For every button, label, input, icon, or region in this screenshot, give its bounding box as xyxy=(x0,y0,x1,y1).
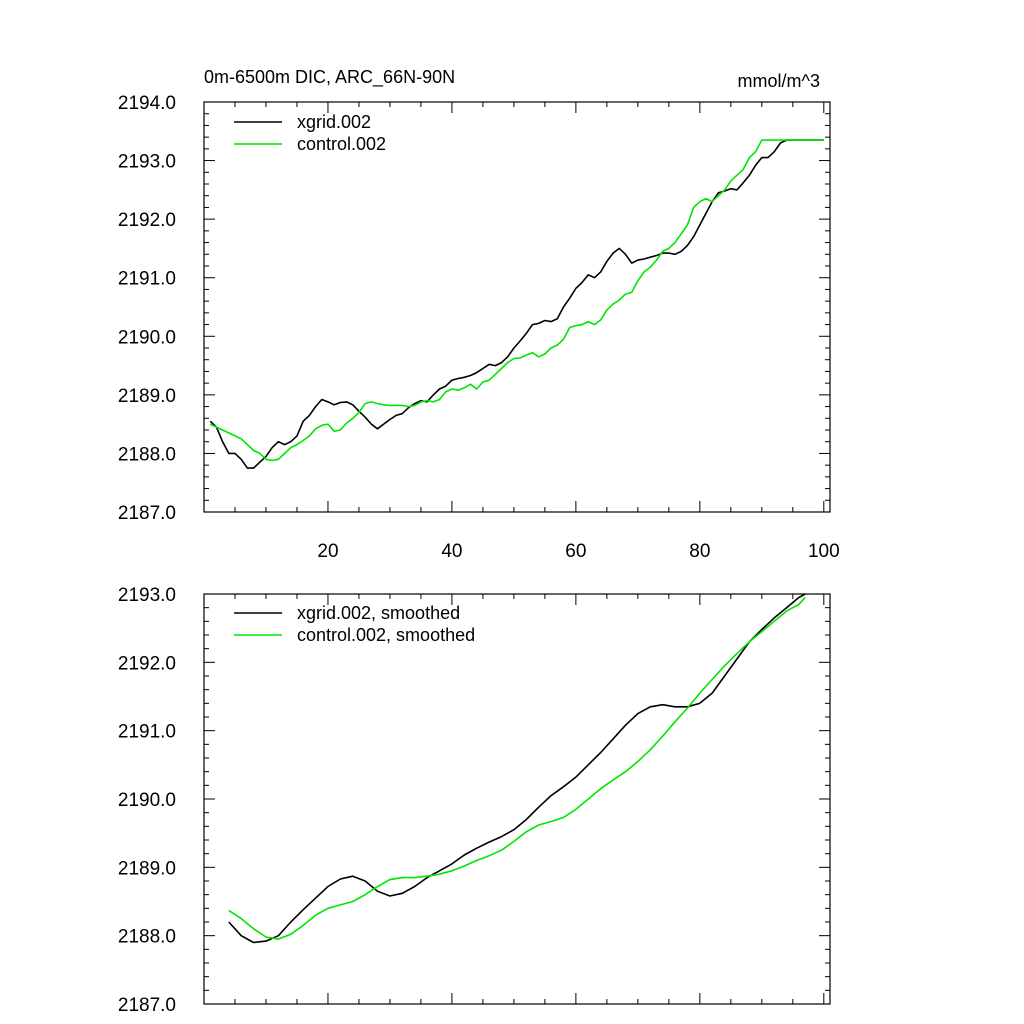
y-tick-label: 2189.0 xyxy=(118,858,176,879)
x-tick-label: 80 xyxy=(689,541,710,562)
bottom-panel: 2187.0 2188.0 2189.0 2190.0 2191.0 2192.0 2193… xyxy=(118,585,831,1016)
y-tick-label: 2190.0 xyxy=(118,327,176,348)
y-tick-label: 2188.0 xyxy=(118,927,176,948)
series-line-control xyxy=(228,596,806,940)
legend-label-control: control.002 xyxy=(297,134,386,154)
series-line-control xyxy=(209,139,824,462)
chart-title: 0m-6500m DIC, ARC_66N-90N xyxy=(204,67,455,88)
top-panel: 0m-6500m DIC, ARC_66N-90N mmol/m^3 2187.… xyxy=(118,67,840,562)
y-tick-label: 2189.0 xyxy=(118,386,176,407)
legend-label-xgrid-smoothed: xgrid.002, smoothed xyxy=(297,603,460,623)
y-tick-label: 2191.0 xyxy=(118,722,176,743)
y-tick-label: 2190.0 xyxy=(118,790,176,811)
x-tick-label: 40 xyxy=(441,541,462,562)
x-tick-label: 20 xyxy=(317,541,338,562)
y-tick-label: 2192.0 xyxy=(118,653,176,674)
plot-frame-top xyxy=(203,101,831,513)
y-tick-label: 2187.0 xyxy=(118,995,176,1016)
plot-frame-bottom xyxy=(203,593,831,1005)
legend-top: xgrid.002 control.002 xyxy=(234,112,386,154)
series-line-xgrid xyxy=(228,593,806,944)
series-bottom xyxy=(228,593,806,944)
axes-bottom: 2187.0 2188.0 2189.0 2190.0 2191.0 2192.0 2193… xyxy=(118,585,830,1016)
units-label: mmol/m^3 xyxy=(738,71,820,91)
axes-top: 2187.0 2188.0 2189.0 2190.0 2191.0 2192.0 2193… xyxy=(118,93,840,562)
series-line-xgrid xyxy=(209,139,824,469)
y-tick-label: 2192.0 xyxy=(118,210,176,231)
x-tick-label: 100 xyxy=(808,541,840,562)
legend-bottom: xgrid.002, smoothed control.002, smoothe… xyxy=(234,603,475,645)
y-tick-label: 2193.0 xyxy=(118,152,176,173)
legend-label-xgrid: xgrid.002 xyxy=(297,112,371,132)
y-tick-label: 2188.0 xyxy=(118,444,176,465)
x-tick-label: 60 xyxy=(565,541,586,562)
y-tick-label: 2193.0 xyxy=(118,585,176,606)
legend-label-control-smoothed: control.002, smoothed xyxy=(297,625,475,645)
series-top xyxy=(209,139,824,469)
y-tick-label: 2187.0 xyxy=(118,503,176,524)
y-tick-label: 2191.0 xyxy=(118,269,176,290)
y-tick-label: 2194.0 xyxy=(118,93,176,114)
